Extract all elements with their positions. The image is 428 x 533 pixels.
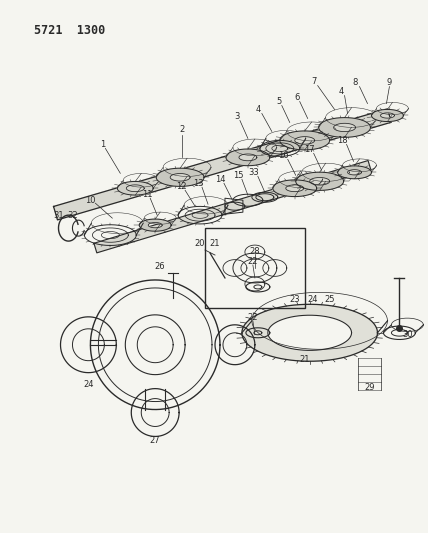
Text: 6: 6	[294, 93, 300, 102]
Polygon shape	[117, 181, 153, 195]
Text: 22: 22	[248, 256, 258, 265]
Polygon shape	[226, 149, 270, 166]
Polygon shape	[319, 118, 371, 138]
Text: 22: 22	[248, 313, 258, 322]
Text: 11: 11	[142, 190, 152, 199]
Text: 13: 13	[193, 179, 203, 188]
Polygon shape	[372, 109, 403, 122]
Text: 8: 8	[353, 78, 358, 87]
Text: 14: 14	[215, 175, 225, 184]
Polygon shape	[273, 180, 317, 197]
Text: 2: 2	[179, 125, 185, 134]
Text: 3: 3	[234, 112, 240, 121]
Text: 24: 24	[307, 295, 318, 304]
Polygon shape	[280, 131, 330, 150]
Text: 32: 32	[67, 211, 78, 220]
Bar	[205, 228, 305, 308]
Text: 10: 10	[85, 196, 95, 205]
Polygon shape	[242, 304, 377, 361]
Text: 5: 5	[276, 97, 282, 106]
Polygon shape	[139, 219, 171, 231]
Polygon shape	[54, 109, 391, 220]
Text: 33: 33	[249, 168, 259, 177]
Text: 16: 16	[279, 151, 289, 160]
Text: 31: 31	[53, 211, 64, 220]
Text: 9: 9	[387, 78, 392, 87]
Text: 25: 25	[324, 295, 335, 304]
Text: 27: 27	[150, 436, 160, 445]
Text: 5721  1300: 5721 1300	[33, 24, 105, 37]
Polygon shape	[268, 315, 351, 350]
Text: 18: 18	[337, 136, 348, 145]
Text: 4: 4	[255, 105, 261, 114]
Text: 28: 28	[250, 247, 260, 255]
Text: 23: 23	[289, 295, 300, 304]
Polygon shape	[338, 166, 372, 179]
Polygon shape	[94, 160, 371, 253]
Text: 24: 24	[83, 380, 94, 389]
Text: 21: 21	[300, 355, 310, 364]
Text: 4: 4	[339, 87, 344, 96]
Text: 21: 21	[210, 239, 220, 247]
Text: 1: 1	[100, 140, 105, 149]
Text: 7: 7	[311, 77, 316, 86]
Polygon shape	[156, 168, 204, 187]
Text: 20: 20	[195, 239, 205, 247]
Text: 12: 12	[176, 182, 186, 191]
Text: 17: 17	[304, 145, 315, 154]
Text: 15: 15	[233, 171, 243, 180]
Text: 29: 29	[364, 383, 375, 392]
Text: 26: 26	[155, 262, 166, 271]
Polygon shape	[296, 172, 344, 190]
Text: 30: 30	[402, 330, 413, 340]
